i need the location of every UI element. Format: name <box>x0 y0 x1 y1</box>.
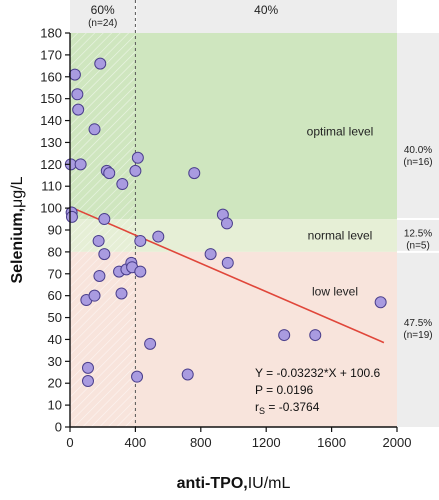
band-low-label: low level <box>312 284 358 298</box>
data-point <box>131 370 144 383</box>
data-point <box>181 368 194 381</box>
y-axis-title-unit: μg/L <box>9 176 26 208</box>
data-point <box>129 164 142 177</box>
y-tick-label: 70 <box>48 266 62 281</box>
y-tick-label: 120 <box>40 157 62 172</box>
regression-line <box>69 206 385 344</box>
band-optimal-percent: 40.0% <box>404 145 432 156</box>
data-point <box>72 103 85 116</box>
data-point <box>88 123 101 136</box>
x-tick-label: 1200 <box>252 435 281 450</box>
y-tick-label: 10 <box>48 398 62 413</box>
side-percent-panel <box>397 33 439 427</box>
spearman-r-value: = -0.3764 <box>265 400 320 414</box>
top-group-right-percent: 40% <box>254 3 278 17</box>
data-point <box>204 248 217 261</box>
data-point <box>71 88 84 101</box>
top-group-header-right <box>136 0 397 33</box>
band-normal-n: (n=5) <box>406 240 430 251</box>
data-point <box>81 361 94 374</box>
y-tick-labels: 0 10 20 30 40 50 60 70 80 90 100 110 120 130 140 150 160… <box>40 26 62 435</box>
y-tick-label: 150 <box>40 91 62 106</box>
spearman-r: rS = -0.3764 <box>255 400 320 416</box>
band-normal-percent: 12.5% <box>404 228 432 239</box>
y-axis-title-main: Selenium, <box>9 208 26 284</box>
top-group-left-percent: 60% <box>91 3 115 17</box>
data-point <box>81 375 94 388</box>
y-tick-label: 170 <box>40 47 62 62</box>
spearman-r-symbol: r <box>255 400 259 414</box>
data-point <box>115 287 128 300</box>
data-point <box>221 256 234 269</box>
data-point <box>98 248 111 261</box>
data-point <box>220 217 233 230</box>
regression-equation: Y = -0.03232*X + 100.6 <box>255 366 381 380</box>
data-point <box>131 151 144 164</box>
y-tick-label: 100 <box>40 201 62 216</box>
data-point <box>374 296 387 309</box>
x-tick-label: 2000 <box>383 435 412 450</box>
y-tick-label: 130 <box>40 135 62 150</box>
y-tick-label: 40 <box>48 332 62 347</box>
band-low-percent: 47.5% <box>404 318 432 329</box>
y-tick-label: 90 <box>48 223 62 238</box>
p-value: P = 0.0196 <box>255 383 313 397</box>
band-normal-label: normal level <box>308 228 373 242</box>
x-axis-title-main: anti-TPO, <box>177 475 248 492</box>
data-point <box>93 269 106 282</box>
data-point <box>74 158 87 171</box>
spearman-r-subscript: S <box>259 406 265 416</box>
y-tick-label: 160 <box>40 69 62 84</box>
band-optimal-n: (n=16) <box>403 157 432 168</box>
data-point <box>103 167 116 180</box>
y-tick-label: 60 <box>48 288 62 303</box>
axes <box>65 32 398 432</box>
y-tick-label: 30 <box>48 354 62 369</box>
data-point <box>65 210 78 223</box>
y-tick-label: 180 <box>40 26 62 41</box>
data-point <box>94 57 107 70</box>
data-points <box>64 57 387 388</box>
data-point <box>92 234 105 247</box>
x-tick-label: 400 <box>125 435 147 450</box>
data-point <box>68 68 81 81</box>
x-axis-title: anti-TPO,IU/mL <box>177 475 291 492</box>
y-tick-label: 140 <box>40 113 62 128</box>
x-tick-label: 0 <box>66 435 73 450</box>
data-point <box>144 337 157 350</box>
x-tick-labels: 0 400 800 1200 1600 2000 <box>66 435 411 450</box>
data-point <box>152 230 165 243</box>
top-group-left-n: (n=24) <box>88 18 117 29</box>
x-axis-title-unit: IU/mL <box>248 475 291 492</box>
data-point <box>98 213 111 226</box>
y-axis-title: Selenium,μg/L <box>9 176 26 283</box>
data-point <box>309 329 322 342</box>
y-tick-label: 50 <box>48 310 62 325</box>
x-tick-label: 1600 <box>317 435 346 450</box>
band-low-n: (n=19) <box>403 330 432 341</box>
data-point <box>88 289 101 302</box>
data-point <box>134 265 147 278</box>
x-tick-label: 800 <box>190 435 212 450</box>
top-group-header-left <box>70 0 136 33</box>
y-tick-label: 20 <box>48 376 62 391</box>
data-point <box>188 167 201 180</box>
y-tick-label: 80 <box>48 244 62 259</box>
band-optimal-label: optimal level <box>307 125 374 139</box>
data-point <box>116 178 129 191</box>
y-tick-label: 110 <box>41 179 62 194</box>
data-point <box>134 234 147 247</box>
data-point <box>278 329 291 342</box>
y-tick-label: 0 <box>55 420 62 435</box>
